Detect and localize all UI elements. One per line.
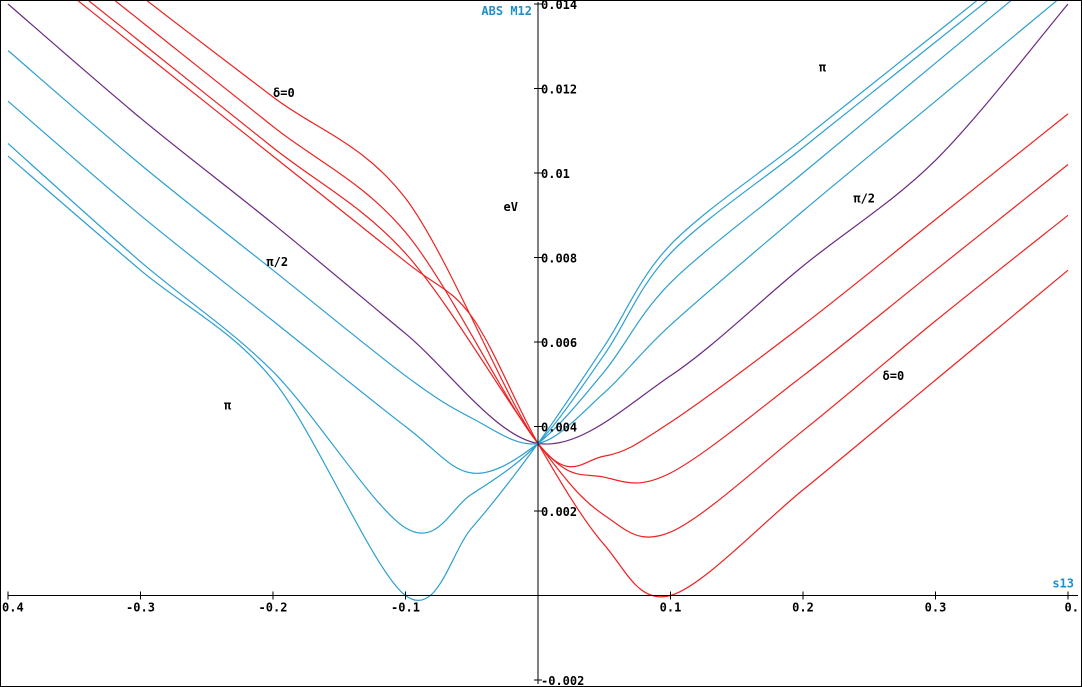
y-tick-label: 0.01 [541, 167, 570, 181]
x-tick-label: 0.1 [660, 601, 682, 615]
curve-annotation: δ=0 [883, 369, 905, 383]
x-tick-label: 0.2 [792, 601, 814, 615]
y-tick-label: -0.002 [541, 674, 584, 687]
y-unit-label: eV [504, 200, 518, 214]
x-tick-label: 0.4 [2, 601, 24, 615]
y-tick-label: 0.006 [541, 336, 577, 350]
y-tick-label: 0.014 [541, 0, 577, 12]
x-ticks-group: 0.4 -0.3 -0.2 -0.1 0.1 0.2 0.3 0. [2, 591, 1079, 615]
series-line-9-blue [7, 1, 978, 602]
axes-group [8, 2, 1078, 684]
y-tick-label: 0.008 [541, 252, 577, 266]
x-tick-label: -0.3 [126, 601, 155, 615]
y-tick-label: 0.004 [541, 421, 577, 435]
y-tick-label: 0.012 [541, 83, 577, 97]
annotations-group: δ=0 π/2 π π π/2 δ=0 [224, 61, 904, 413]
x-tick-label: -0.1 [391, 601, 420, 615]
x-tick-label: 0.3 [925, 601, 947, 615]
y-tick-label: 0.002 [541, 505, 577, 519]
x-axis-title: s13 [1052, 577, 1074, 591]
x-tick-label: 0. [1065, 601, 1079, 615]
curve-annotation: π/2 [266, 255, 288, 269]
y-ticks-group: -0.002 0.002 0.004 0.006 0.008 0.01 0.012 0.014 [534, 0, 584, 687]
curve-annotation: π [224, 399, 232, 413]
series-line-2-red [88, 1, 1069, 538]
curve-annotation: π/2 [853, 192, 875, 206]
curve-annotation: π [819, 61, 827, 75]
x-tick-label: -0.2 [259, 601, 288, 615]
curve-annotation: δ=0 [273, 86, 295, 100]
y-axis-title: ABS M12 [481, 4, 532, 18]
series-line-4-red [146, 1, 1069, 468]
